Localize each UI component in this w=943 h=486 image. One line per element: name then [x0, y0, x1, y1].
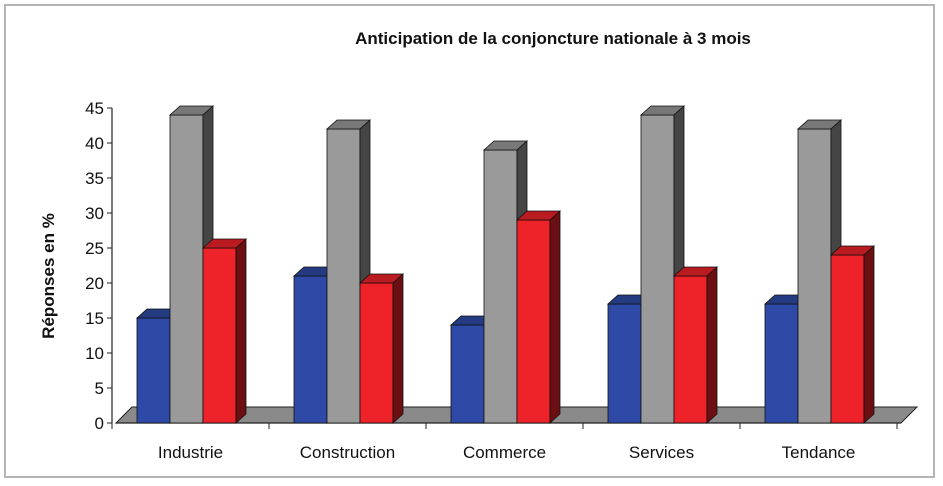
bar-side: [549, 210, 561, 424]
bar-front: [483, 149, 518, 424]
x-category-label: Industrie: [158, 443, 223, 462]
x-category-label: Construction: [300, 443, 395, 462]
bars: [135, 105, 876, 424]
x-category-label: Commerce: [463, 443, 546, 462]
bar-front: [830, 254, 865, 424]
y-tick-label: 35: [85, 169, 104, 188]
y-axis-label: Réponses en %: [39, 213, 58, 339]
y-tick-label: 5: [95, 379, 104, 398]
bar: [829, 245, 876, 424]
x-category-label: Tendance: [782, 443, 856, 462]
bar-front: [359, 282, 394, 424]
bar: [358, 273, 405, 424]
chart-title: Anticipation de la conjoncture nationale…: [355, 29, 751, 48]
y-tick-label: 15: [85, 309, 104, 328]
bar: [515, 210, 562, 424]
x-axis-labels: Industrie Construction Commerce Services Ten…: [111, 423, 898, 462]
bar-front: [673, 275, 708, 424]
bar: [672, 266, 719, 424]
bar-front: [450, 324, 485, 424]
y-tick-label: 30: [85, 204, 104, 223]
bar-front: [202, 247, 237, 424]
bar-front: [607, 303, 642, 424]
bar-front: [764, 303, 799, 424]
y-tick-label: 45: [85, 99, 104, 118]
y-tick-label: 10: [85, 344, 104, 363]
bar-front: [516, 219, 551, 424]
bar: [325, 119, 372, 424]
y-axis: 0 5 10 15 20 25 30 35 40 45: [85, 99, 113, 433]
bar-front: [797, 128, 832, 424]
y-tick-label: 0: [95, 414, 104, 433]
y-tick-label: 25: [85, 239, 104, 258]
y-tick-label: 40: [85, 134, 104, 153]
bar-side: [706, 266, 718, 424]
bar: [639, 105, 686, 424]
bar: [201, 238, 248, 424]
bar-side: [863, 245, 875, 424]
bar-front: [326, 128, 361, 424]
chart-frame: Anticipation de la conjoncture nationale…: [4, 4, 935, 478]
bar-chart: Anticipation de la conjoncture nationale…: [39, 29, 919, 462]
x-category-label: Services: [629, 443, 694, 462]
bar-side: [392, 273, 404, 424]
bar-front: [293, 275, 328, 424]
y-tick-label: 20: [85, 274, 104, 293]
bar-side: [235, 238, 247, 424]
bar-front: [640, 114, 675, 424]
bar-front: [136, 317, 171, 424]
bar-front: [169, 114, 204, 424]
